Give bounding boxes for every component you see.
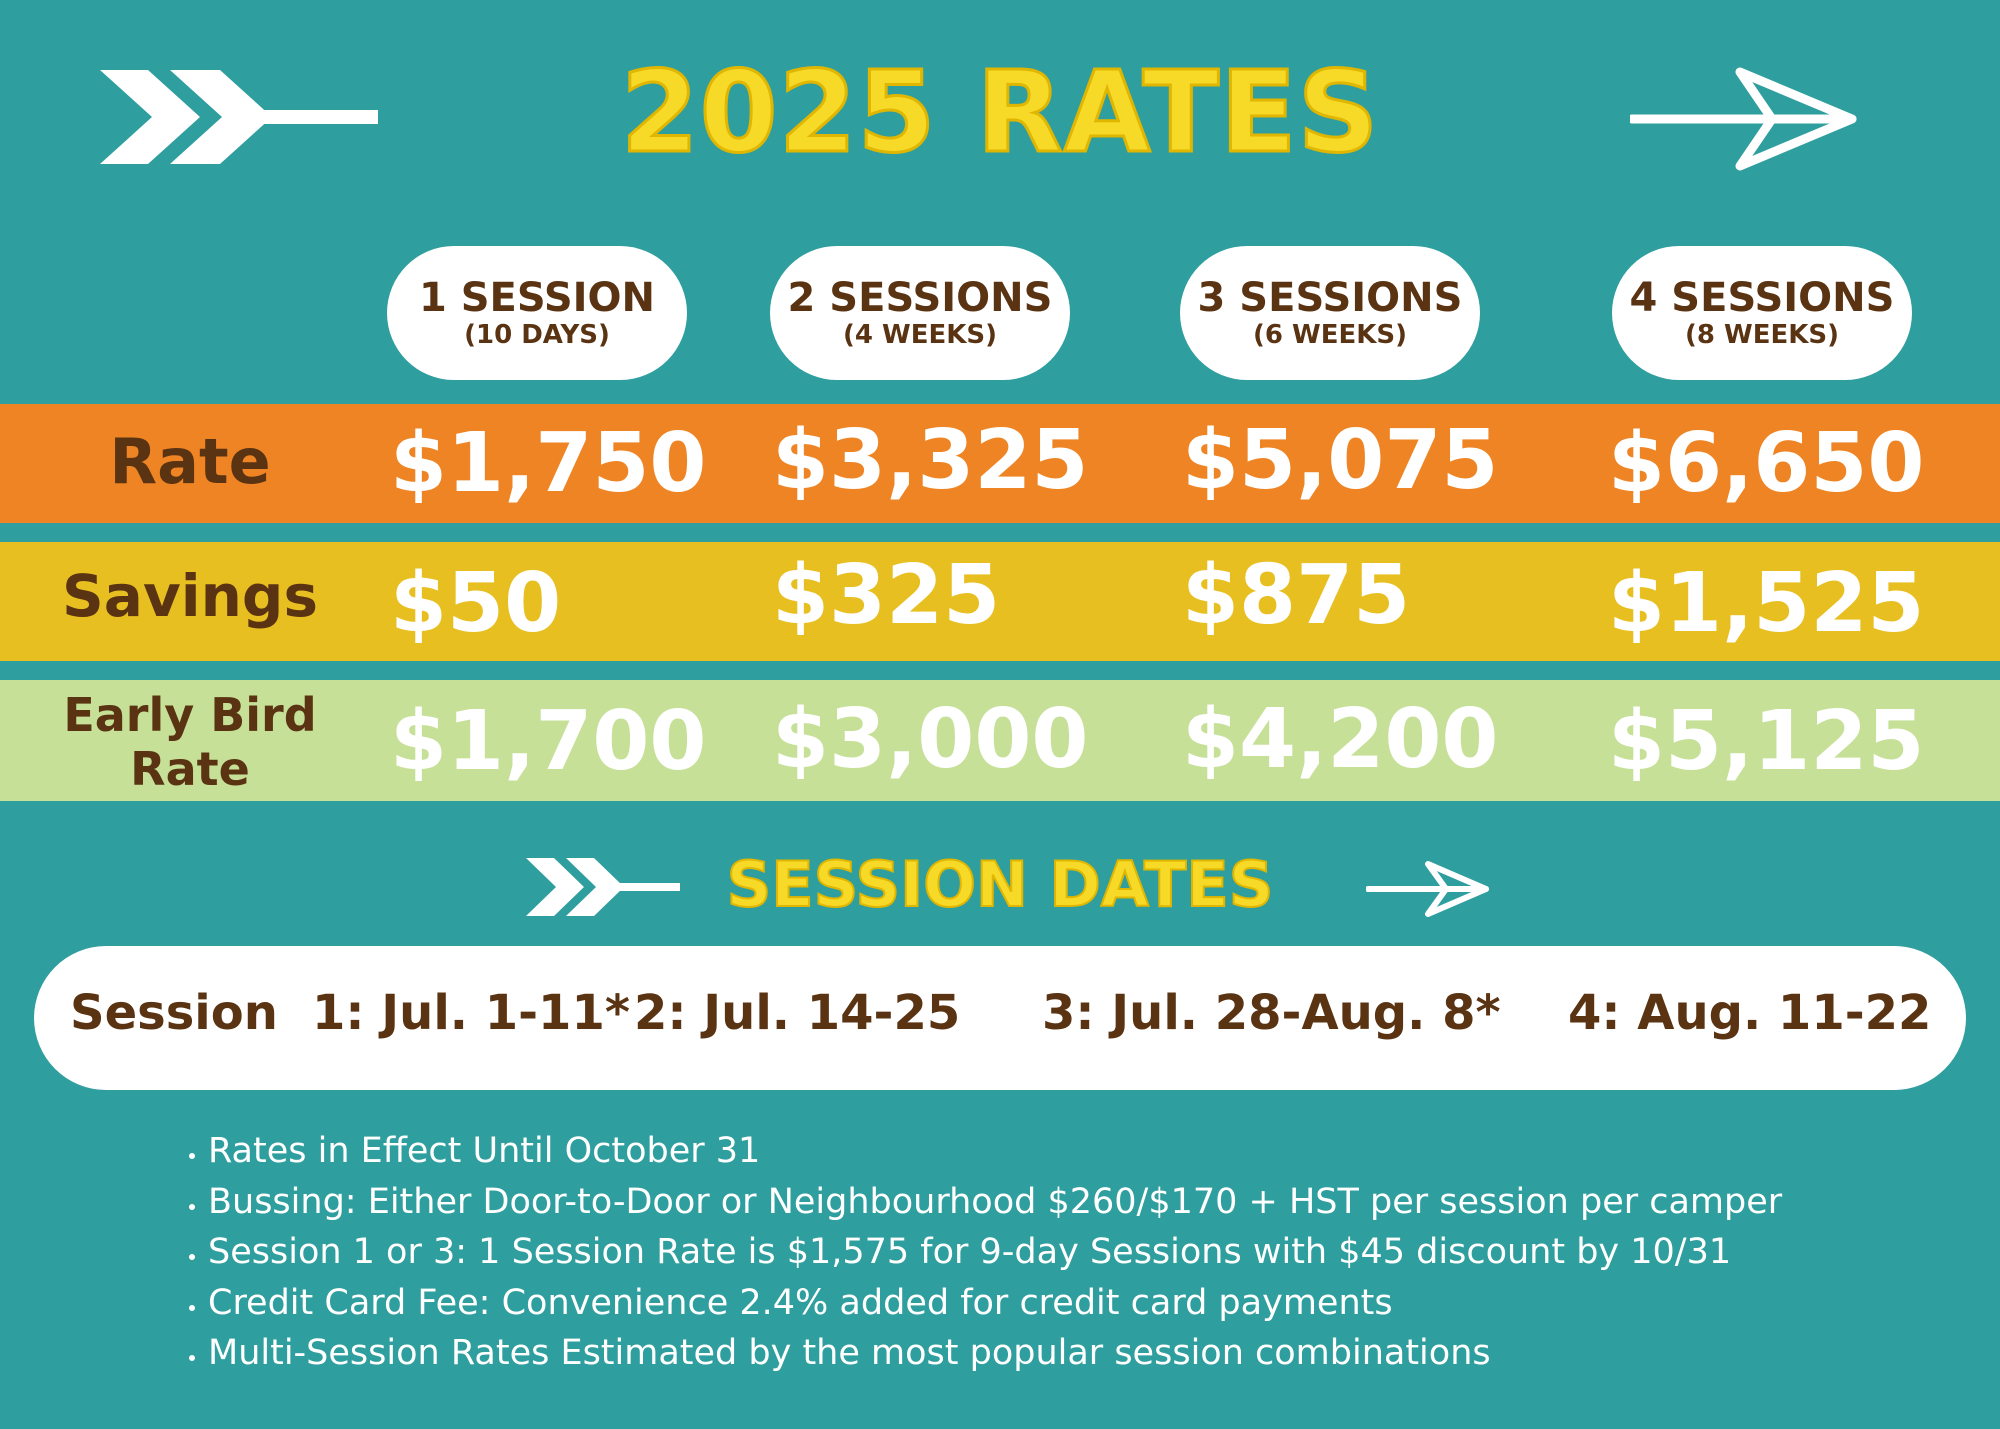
rate-row: Rate $1,750 $3,325 $5,075 $6,650: [0, 404, 2000, 523]
early-bird-value-1: $1,700: [390, 694, 707, 789]
savings-value-1: $50: [390, 556, 562, 651]
rate-value-1: $1,750: [390, 416, 707, 511]
column-subtitle: (10 DAYS): [464, 320, 610, 350]
column-subtitle: (4 WEEKS): [843, 320, 997, 350]
note-item: Multi-Session Rates Estimated by the mos…: [208, 1328, 1988, 1379]
rate-value-2: $3,325: [772, 413, 1089, 508]
column-title: 3 SESSIONS: [1197, 275, 1463, 321]
note-item: Bussing: Either Door-to-Door or Neighbou…: [208, 1177, 1988, 1228]
column-subtitle: (6 WEEKS): [1253, 320, 1407, 350]
long-arrow-right-icon: [1366, 858, 1494, 918]
rate-value-4: $6,650: [1608, 416, 1925, 511]
session-date-4: 4: Aug. 11-22: [1568, 985, 1932, 1041]
session-date-3: 3: Jul. 28-Aug. 8*: [1042, 985, 1501, 1041]
column-header-3-sessions: 3 SESSIONS (6 WEEKS): [1180, 246, 1480, 380]
column-header-4-sessions: 4 SESSIONS (8 WEEKS): [1612, 246, 1912, 380]
session-date-2: 2: Jul. 14-25: [634, 985, 961, 1041]
session-date-1: 1: Jul. 1-11*: [312, 985, 630, 1041]
savings-value-2: $325: [772, 548, 1001, 643]
column-subtitle: (8 WEEKS): [1685, 320, 1839, 350]
note-item: Rates in Effect Until October 31: [208, 1126, 1988, 1177]
early-bird-value-3: $4,200: [1182, 692, 1499, 787]
page-title: 2025 RATES: [619, 47, 1380, 180]
rate-label: Rate: [109, 425, 271, 498]
column-title: 1 SESSION: [418, 275, 656, 321]
note-item: Credit Card Fee: Convenience 2.4% added …: [208, 1278, 1988, 1329]
session-dates-bar: [34, 946, 1966, 1090]
column-title: 4 SESSIONS: [1629, 275, 1895, 321]
early-bird-value-4: $5,125: [1608, 694, 1925, 789]
double-chevron-arrow-tail-icon: [526, 854, 682, 920]
early-bird-row: Early Bird Rate $1,700 $3,000 $4,200 $5,…: [0, 680, 2000, 801]
savings-value-3: $875: [1182, 548, 1411, 643]
notes-list: Rates in Effect Until October 31 Bussing…: [168, 1126, 1988, 1379]
note-item: Session 1 or 3: 1 Session Rate is $1,575…: [208, 1227, 1988, 1278]
column-header-1-session: 1 SESSION (10 DAYS): [387, 246, 687, 380]
early-bird-label: Early Bird Rate: [0, 688, 380, 796]
rate-value-3: $5,075: [1182, 413, 1499, 508]
column-header-2-sessions: 2 SESSIONS (4 WEEKS): [770, 246, 1070, 380]
double-chevron-arrow-tail-icon: [100, 62, 380, 172]
savings-row: Savings $50 $325 $875 $1,525: [0, 542, 2000, 661]
savings-value-4: $1,525: [1608, 556, 1925, 651]
savings-label: Savings: [62, 562, 318, 630]
long-arrow-right-icon: [1630, 62, 1860, 172]
early-bird-label-line1: Early Bird: [63, 688, 317, 742]
session-dates-label: Session: [70, 985, 278, 1041]
session-dates-title: SESSION DATES: [726, 847, 1275, 922]
early-bird-value-2: $3,000: [772, 692, 1089, 787]
column-title: 2 SESSIONS: [787, 275, 1053, 321]
early-bird-label-line2: Rate: [130, 742, 250, 796]
